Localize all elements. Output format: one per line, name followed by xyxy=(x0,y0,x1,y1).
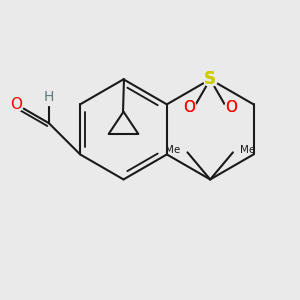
Text: O: O xyxy=(183,100,195,115)
Text: Me: Me xyxy=(165,145,180,155)
Text: S: S xyxy=(204,70,216,88)
Text: O: O xyxy=(225,100,237,115)
Text: O: O xyxy=(225,100,237,115)
Text: H: H xyxy=(44,90,54,104)
Text: O: O xyxy=(10,97,22,112)
Text: S: S xyxy=(204,70,216,88)
Text: O: O xyxy=(183,100,195,115)
Text: Me: Me xyxy=(240,145,255,155)
